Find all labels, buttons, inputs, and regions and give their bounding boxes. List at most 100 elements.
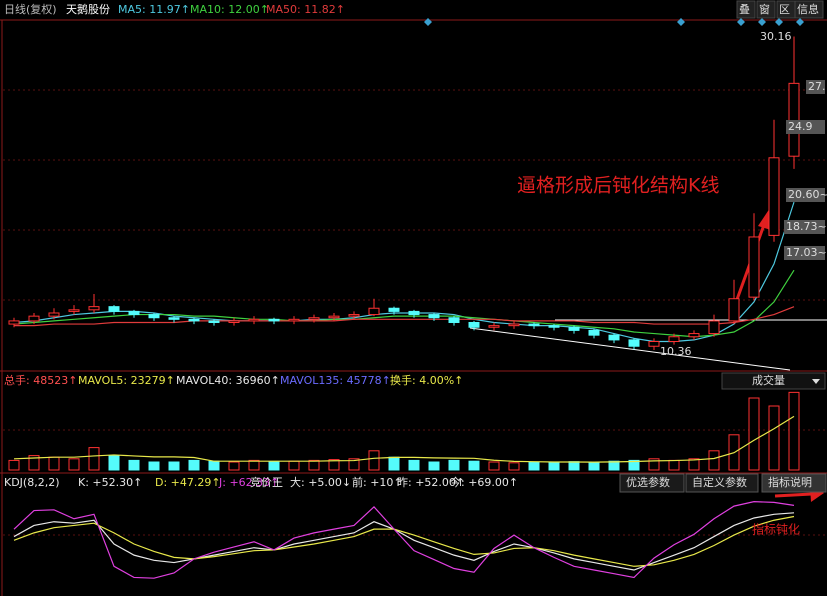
candle-body <box>488 325 500 328</box>
arrow-head <box>758 208 771 230</box>
annotation: 逼格形成后钝化结构K线 <box>517 175 719 197</box>
candle-body <box>788 82 800 157</box>
moving-average-line <box>14 306 795 327</box>
dropdown-icon <box>812 379 820 384</box>
legend-item: K: +52.30↑ <box>78 476 142 489</box>
volume-bar <box>148 461 160 471</box>
volume-bar <box>768 405 780 471</box>
legend-item: D: +47.29↑ <box>155 476 221 489</box>
legend-item: 换手: 4.00%↑ <box>390 373 463 387</box>
candle-body <box>428 314 440 319</box>
candle-body <box>448 317 460 323</box>
price-label: 27. <box>808 80 826 93</box>
candle-body <box>288 318 300 322</box>
annotation-arrow <box>774 492 813 498</box>
candle-body <box>508 323 520 327</box>
signal-marker <box>758 18 766 26</box>
indicator-selector-label[interactable]: 成交量 <box>752 373 785 387</box>
toolbar-button-label[interactable]: 叠 <box>739 3 750 16</box>
indicator-selector[interactable] <box>721 372 826 390</box>
toolbar-button-label[interactable]: 区 <box>779 3 790 16</box>
volume-bar <box>28 455 40 471</box>
candle-body <box>748 236 760 298</box>
volume-bar <box>548 461 560 471</box>
legend-item: J: +62.33↑ <box>218 476 279 489</box>
candle-body <box>68 309 80 312</box>
panel-button-label[interactable]: 指标说明 <box>768 475 812 489</box>
legend-item: 总手: 48523↑ <box>4 373 77 387</box>
kdj-line <box>13 512 795 571</box>
candle-body <box>608 334 620 341</box>
candle-body <box>548 325 560 328</box>
volume-bar <box>68 458 80 471</box>
volume-bar <box>408 459 420 471</box>
legend-item: MAVOL40: 36960↑ <box>176 374 280 387</box>
candle-body <box>688 333 700 338</box>
signal-marker <box>775 18 783 26</box>
volume-bar <box>208 460 220 471</box>
panel-button[interactable] <box>761 473 827 493</box>
legend-item: MA10: 12.00↑ <box>190 3 269 16</box>
volume-bar <box>628 459 640 471</box>
moving-average-line <box>13 201 795 343</box>
signal-marker <box>677 18 685 26</box>
volume-bar <box>368 450 380 471</box>
panel-button-label[interactable]: 自定义参数 <box>692 475 747 489</box>
volume-bar <box>588 461 600 471</box>
volume-bar <box>748 397 760 471</box>
volume-bar <box>128 459 140 471</box>
candle-body <box>328 315 340 319</box>
candle-body <box>128 310 140 316</box>
legend-item: 昨: +52.00↑ <box>397 476 465 489</box>
volume-bar <box>608 460 620 471</box>
volume-bar <box>288 460 300 471</box>
candle-body <box>108 306 120 312</box>
moving-average-line <box>13 269 795 338</box>
legend-item: KDJ(8,2,2) <box>4 476 60 489</box>
volume-bar <box>708 450 720 471</box>
price-label-bg <box>806 80 825 94</box>
candle-body <box>8 320 20 325</box>
volume-bar <box>248 459 260 471</box>
signal-markers <box>424 18 804 26</box>
candle-body <box>188 318 200 322</box>
legend-item: 大: +5.00↓ <box>290 475 351 489</box>
panel-button[interactable] <box>619 473 685 493</box>
volume-bar <box>228 461 240 471</box>
toolbar-button[interactable] <box>736 0 756 19</box>
toolbar-button[interactable] <box>794 0 824 19</box>
candle-body <box>308 317 320 320</box>
price-label-bg <box>786 120 825 134</box>
price-label: 18.73~19 <box>786 220 827 233</box>
candle-body <box>728 298 740 322</box>
candle-body <box>268 318 280 322</box>
volume-bar <box>168 461 180 471</box>
kdj-line <box>13 501 795 579</box>
candle-body <box>528 323 540 327</box>
toolbar-button-label[interactable]: 信息 <box>797 2 819 16</box>
candle-body <box>648 340 660 347</box>
legend-item: MAVOL5: 23279↑ <box>78 374 175 387</box>
toolbar-button[interactable] <box>756 0 776 19</box>
volume-bar <box>448 459 460 471</box>
legend-item: 今: +69.00↑ <box>450 475 518 489</box>
candle-body <box>668 336 680 342</box>
legend-item: 竞价王 <box>250 475 283 489</box>
candle-body <box>568 326 580 331</box>
panel-button[interactable] <box>685 473 759 493</box>
volume-bar <box>268 461 280 471</box>
legend-item: 前: +10↑ <box>352 475 403 489</box>
candle-body <box>208 320 220 323</box>
volume-bar <box>428 461 440 471</box>
legend-item: MAVOL135: 45778↑ <box>280 374 391 387</box>
volume-bar <box>348 458 360 471</box>
volume-bar <box>688 458 700 471</box>
candle-body <box>48 312 60 317</box>
volume-bar <box>48 456 60 471</box>
panel-button-label[interactable]: 优选参数 <box>626 475 670 489</box>
toolbar-button-label[interactable]: 窗 <box>759 2 770 16</box>
price-label: 30.16 <box>760 30 792 43</box>
price-label-bg <box>784 246 825 260</box>
price-label-bg <box>784 220 825 234</box>
